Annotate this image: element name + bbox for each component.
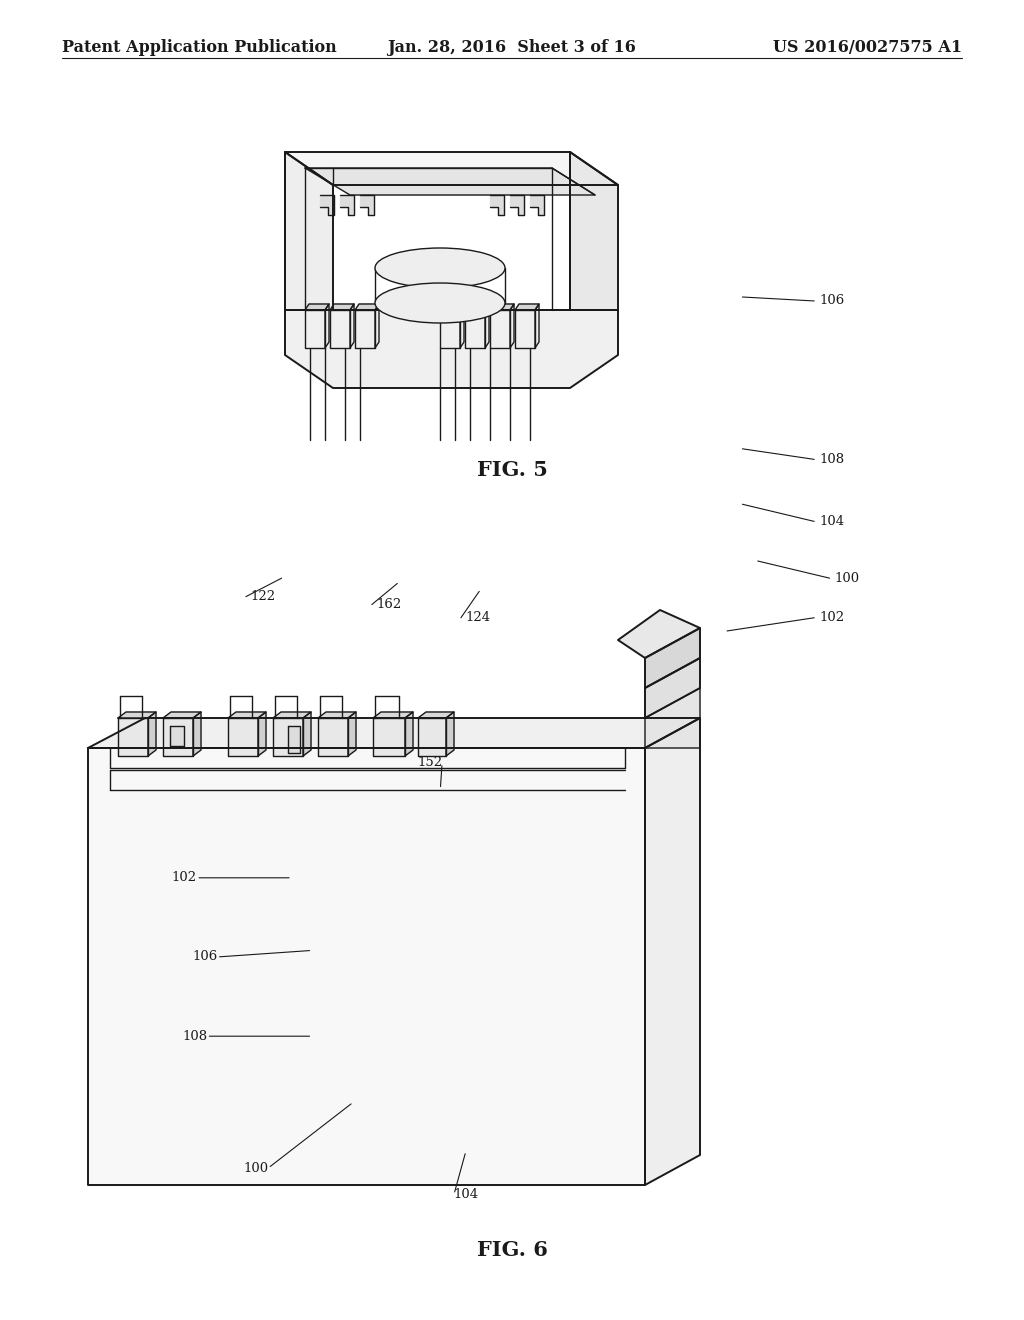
Polygon shape: [355, 304, 379, 310]
Text: 108: 108: [182, 1030, 207, 1043]
Polygon shape: [163, 711, 201, 718]
Polygon shape: [645, 718, 700, 1185]
Polygon shape: [645, 628, 700, 688]
Polygon shape: [515, 304, 539, 310]
Polygon shape: [485, 304, 489, 348]
Polygon shape: [418, 718, 446, 756]
Polygon shape: [340, 195, 354, 215]
Polygon shape: [355, 310, 375, 348]
Polygon shape: [515, 310, 535, 348]
Text: 100: 100: [835, 572, 860, 585]
Polygon shape: [490, 310, 510, 348]
Polygon shape: [319, 195, 334, 215]
Polygon shape: [406, 711, 413, 756]
Text: 122: 122: [251, 590, 276, 603]
Polygon shape: [325, 304, 329, 348]
Text: FIG. 5: FIG. 5: [476, 459, 548, 480]
Polygon shape: [285, 310, 618, 388]
Polygon shape: [510, 195, 524, 215]
Polygon shape: [118, 718, 148, 756]
Polygon shape: [350, 304, 354, 348]
Text: Patent Application Publication: Patent Application Publication: [62, 38, 337, 55]
Polygon shape: [258, 711, 266, 756]
Polygon shape: [163, 718, 193, 756]
Polygon shape: [193, 711, 201, 756]
Text: Jan. 28, 2016  Sheet 3 of 16: Jan. 28, 2016 Sheet 3 of 16: [387, 38, 637, 55]
Polygon shape: [645, 657, 700, 718]
Polygon shape: [618, 610, 700, 657]
Polygon shape: [490, 304, 514, 310]
Polygon shape: [285, 152, 333, 310]
Polygon shape: [418, 711, 454, 718]
Text: 102: 102: [819, 611, 845, 624]
Text: 152: 152: [418, 756, 442, 770]
Text: US 2016/0027575 A1: US 2016/0027575 A1: [773, 38, 962, 55]
Polygon shape: [440, 310, 460, 348]
Polygon shape: [570, 152, 618, 310]
Polygon shape: [318, 718, 348, 756]
Text: 104: 104: [819, 515, 845, 528]
Polygon shape: [118, 711, 156, 718]
Polygon shape: [148, 711, 156, 756]
Polygon shape: [305, 168, 595, 195]
Polygon shape: [273, 711, 311, 718]
Polygon shape: [88, 748, 645, 1185]
Text: 100: 100: [244, 1162, 268, 1175]
Polygon shape: [330, 310, 350, 348]
Text: FIG. 6: FIG. 6: [476, 1239, 548, 1261]
Polygon shape: [530, 195, 544, 215]
Ellipse shape: [375, 282, 505, 323]
Polygon shape: [510, 304, 514, 348]
Polygon shape: [305, 310, 325, 348]
Polygon shape: [373, 711, 413, 718]
Polygon shape: [465, 310, 485, 348]
Text: 106: 106: [193, 950, 217, 964]
Polygon shape: [170, 726, 184, 746]
Polygon shape: [228, 711, 266, 718]
Polygon shape: [88, 718, 700, 748]
Polygon shape: [490, 195, 504, 215]
Ellipse shape: [375, 248, 505, 288]
Polygon shape: [303, 711, 311, 756]
Polygon shape: [305, 304, 329, 310]
Polygon shape: [228, 718, 258, 756]
Polygon shape: [373, 718, 406, 756]
Polygon shape: [288, 726, 300, 752]
Text: 124: 124: [466, 611, 492, 624]
Text: 104: 104: [454, 1188, 478, 1201]
Polygon shape: [330, 304, 354, 310]
Polygon shape: [285, 152, 618, 185]
Text: 162: 162: [377, 598, 402, 611]
Polygon shape: [273, 718, 303, 756]
Text: 102: 102: [172, 871, 197, 884]
Polygon shape: [535, 304, 539, 348]
Polygon shape: [460, 304, 464, 348]
Polygon shape: [645, 688, 700, 748]
Text: 108: 108: [819, 453, 845, 466]
Polygon shape: [318, 711, 356, 718]
Polygon shape: [440, 304, 464, 310]
Polygon shape: [465, 304, 489, 310]
Polygon shape: [348, 711, 356, 756]
Polygon shape: [360, 195, 374, 215]
Polygon shape: [375, 304, 379, 348]
Text: 106: 106: [819, 294, 845, 308]
Polygon shape: [446, 711, 454, 756]
